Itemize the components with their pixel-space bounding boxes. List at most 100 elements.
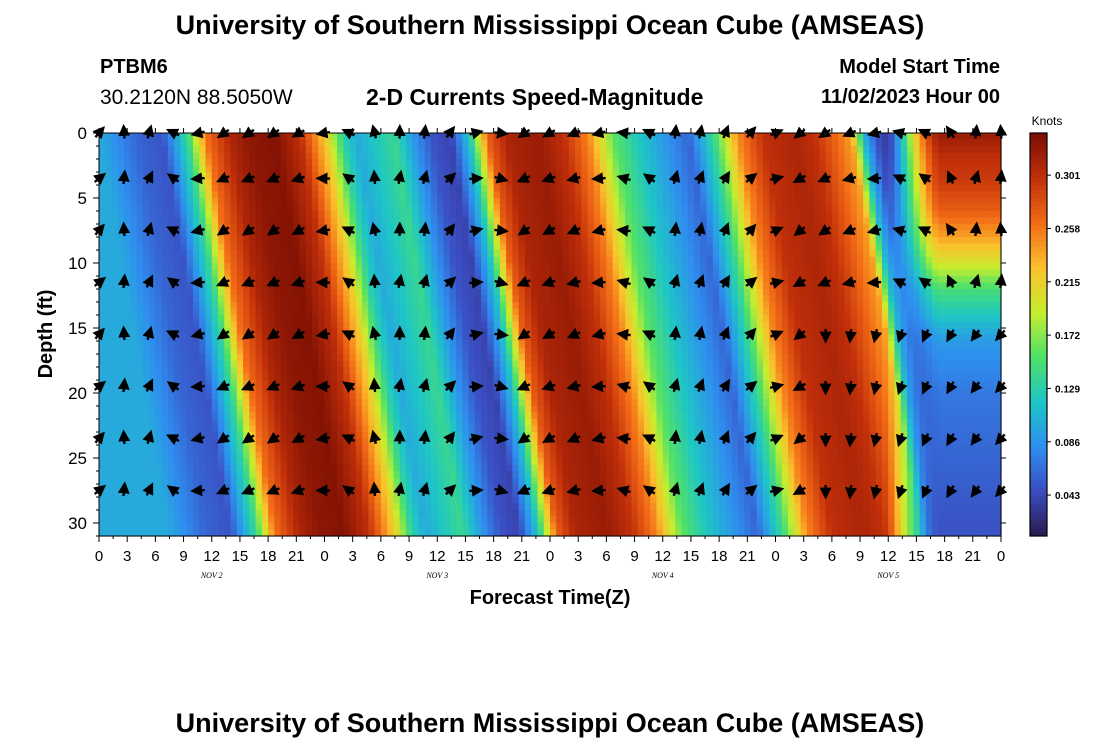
heatmap-cell	[374, 360, 382, 368]
heatmap-cell	[249, 211, 257, 219]
heatmap-cell	[99, 211, 106, 219]
heatmap-cell	[161, 432, 169, 440]
heatmap-cell	[99, 477, 106, 485]
heatmap-cell	[362, 386, 369, 394]
heatmap-cell	[468, 516, 476, 524]
heatmap-cell	[399, 230, 407, 238]
heatmap-cell	[424, 523, 432, 531]
heatmap-cell	[543, 373, 551, 381]
heatmap-cell	[380, 354, 388, 362]
heatmap-cell	[330, 295, 338, 303]
heatmap-cell	[600, 276, 607, 284]
heatmap-cell	[261, 373, 269, 381]
heatmap-cell	[362, 445, 369, 453]
heatmap-cell	[380, 230, 388, 238]
heatmap-cell	[493, 503, 501, 511]
heatmap-cell	[230, 204, 238, 212]
heatmap-cell	[99, 302, 106, 310]
heatmap-cell	[593, 217, 601, 225]
heatmap-cell	[487, 477, 495, 485]
heatmap-cell	[136, 490, 144, 498]
heatmap-cell	[142, 243, 150, 251]
heatmap-cell	[368, 451, 376, 459]
heatmap-cell	[180, 263, 188, 271]
heatmap-cell	[224, 458, 232, 466]
heatmap-cell	[230, 341, 238, 349]
heatmap-cell	[462, 464, 470, 472]
heatmap-cell	[280, 321, 288, 329]
heatmap-cell	[286, 263, 294, 271]
heatmap-cell	[575, 204, 582, 212]
heatmap-cell	[562, 172, 570, 180]
heatmap-cell	[205, 269, 213, 277]
heatmap-cell	[531, 133, 539, 141]
heatmap-cell	[449, 360, 457, 368]
heatmap-cell	[311, 211, 319, 219]
heatmap-cell	[249, 263, 257, 271]
heatmap-cell	[142, 165, 150, 173]
heatmap-cell	[105, 399, 113, 407]
heatmap-cell	[518, 198, 526, 206]
heatmap-cell	[167, 412, 175, 420]
heatmap-cell	[124, 497, 131, 505]
heatmap-cell	[124, 211, 131, 219]
heatmap-cell	[174, 308, 182, 316]
heatmap-cell	[537, 204, 545, 212]
heatmap-cell	[205, 282, 213, 290]
heatmap-cell	[136, 425, 144, 433]
heatmap-cell	[268, 321, 275, 329]
heatmap-cell	[456, 393, 463, 401]
heatmap-cell	[343, 458, 351, 466]
heatmap-cell	[230, 276, 238, 284]
heatmap-cell	[462, 139, 470, 147]
heatmap-cell	[568, 185, 576, 193]
heatmap-cell	[562, 360, 570, 368]
heatmap-cell	[343, 399, 351, 407]
heatmap-cell	[224, 523, 232, 531]
heatmap-cell	[136, 295, 144, 303]
heatmap-cell	[343, 250, 351, 258]
heatmap-cell	[305, 269, 313, 277]
heatmap-cell	[380, 133, 388, 141]
heatmap-cell	[518, 412, 526, 420]
heatmap-cell	[136, 347, 144, 355]
heatmap-cell	[324, 146, 332, 154]
heatmap-cell	[286, 438, 294, 446]
heatmap-cell	[230, 425, 238, 433]
heatmap-cell	[155, 269, 163, 277]
heatmap-cell	[280, 354, 288, 362]
heatmap-cell	[280, 516, 288, 524]
heatmap-cell	[518, 471, 526, 479]
heatmap-cell	[218, 347, 225, 355]
heatmap-cell	[393, 321, 401, 329]
heatmap-cell	[593, 269, 601, 277]
heatmap-cell	[474, 510, 482, 518]
heatmap-cell	[531, 341, 539, 349]
heatmap-cell	[550, 373, 557, 381]
heatmap-cell	[374, 523, 382, 531]
heatmap-cell	[418, 321, 426, 329]
heatmap-cell	[249, 308, 257, 316]
heatmap-cell	[224, 354, 232, 362]
heatmap-cell	[274, 321, 282, 329]
heatmap-cell	[180, 237, 188, 245]
heatmap-cell	[362, 302, 369, 310]
heatmap-cell	[562, 412, 570, 420]
heatmap-cell	[161, 165, 169, 173]
heatmap-cell	[161, 263, 169, 271]
heatmap-cell	[330, 451, 338, 459]
heatmap-cell	[136, 341, 144, 349]
heatmap-cell	[518, 425, 526, 433]
heatmap-cell	[299, 497, 307, 505]
heatmap-cell	[99, 425, 106, 433]
heatmap-cell	[362, 211, 369, 219]
heatmap-cell	[261, 172, 269, 180]
heatmap-cell	[99, 230, 106, 238]
heatmap-cell	[167, 165, 175, 173]
heatmap-cell	[468, 204, 476, 212]
heatmap-cell	[387, 510, 394, 518]
heatmap-cell	[556, 406, 564, 414]
heatmap-cell	[111, 451, 119, 459]
heatmap-cell	[430, 159, 438, 167]
heatmap-cell	[543, 510, 551, 518]
